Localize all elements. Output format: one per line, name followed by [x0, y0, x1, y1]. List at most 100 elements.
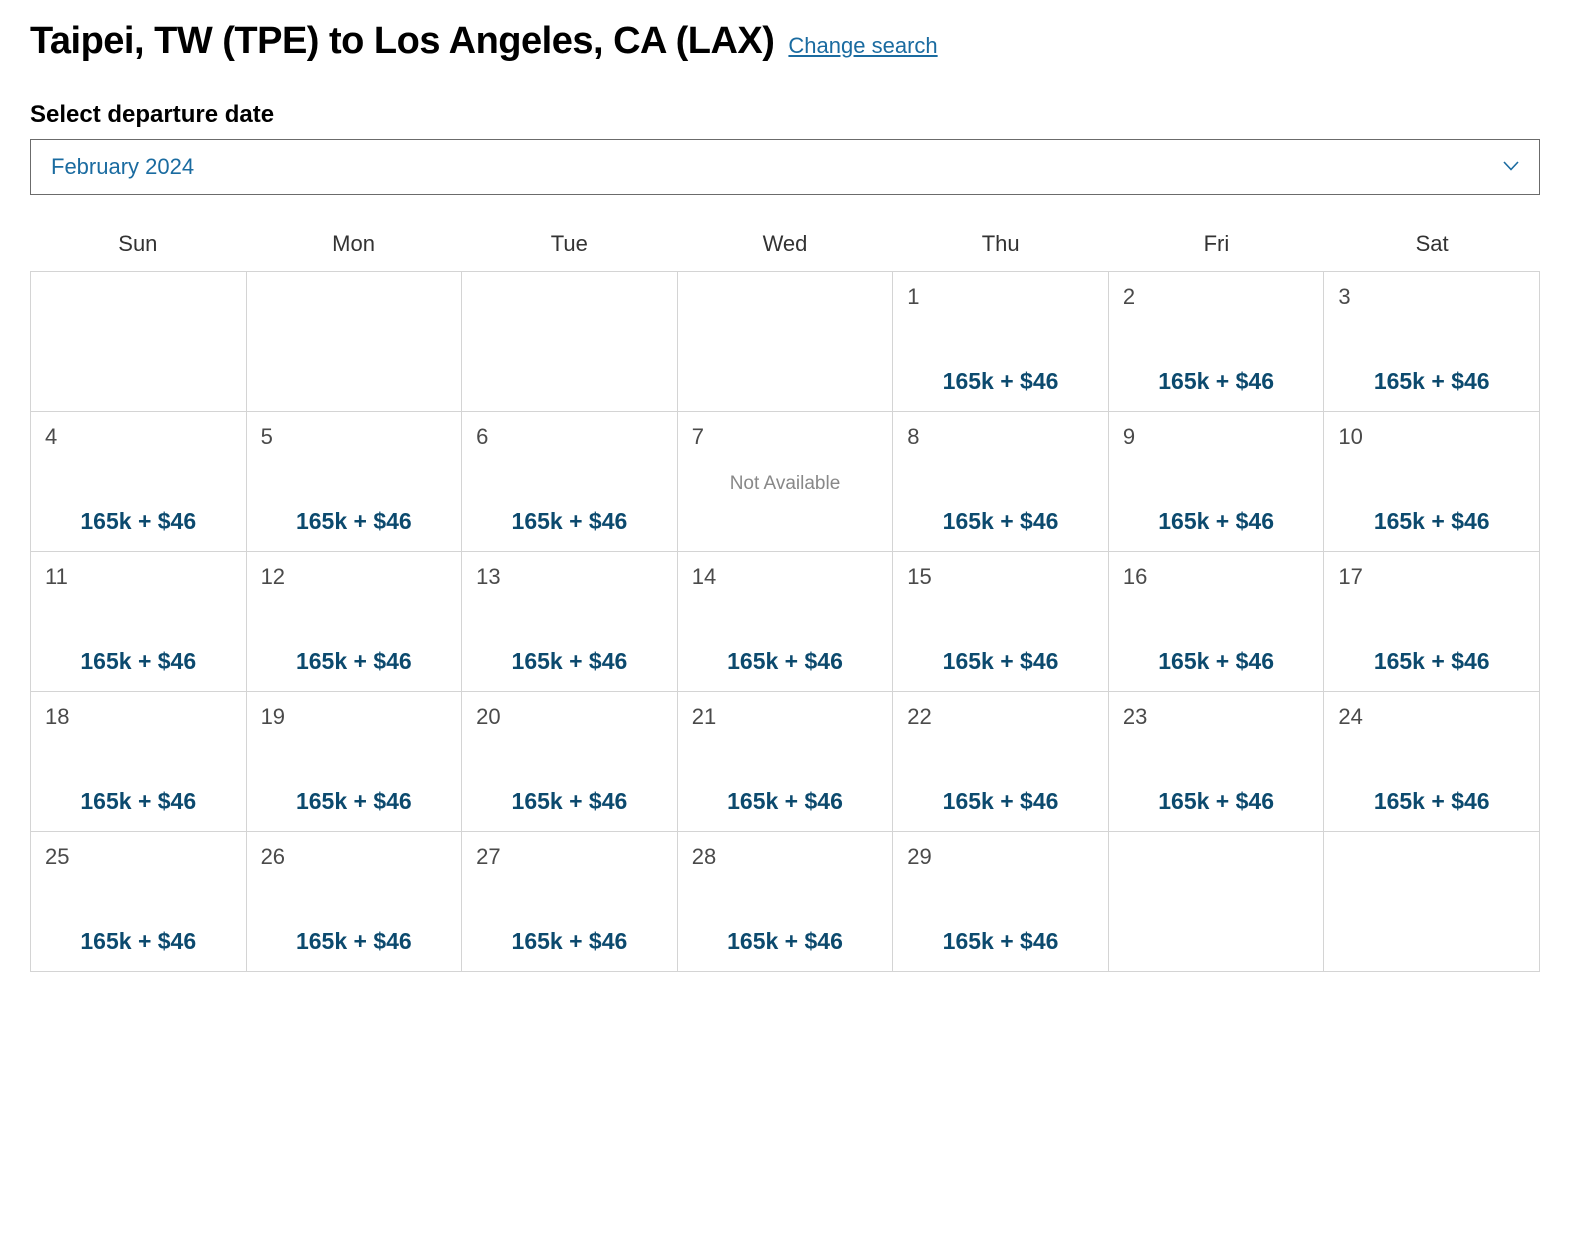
calendar-cell-price: 165k + $46	[45, 788, 232, 819]
calendar-cell-price: 165k + $46	[45, 928, 232, 959]
calendar-day-headers: SunMonTueWedThuFriSat	[30, 225, 1540, 263]
calendar-cell-price: 165k + $46	[261, 648, 448, 679]
calendar-day-number: 28	[692, 844, 879, 870]
calendar-day-number: 17	[1338, 564, 1525, 590]
calendar-cell[interactable]: 14 165k + $46	[678, 552, 894, 692]
calendar-cell-price: 165k + $46	[1123, 508, 1310, 539]
change-search-link[interactable]: Change search	[788, 33, 937, 59]
calendar-cell[interactable]: 21165k + $46	[678, 692, 894, 832]
calendar-cell[interactable]: 5 165k + $46	[247, 412, 463, 552]
calendar-cell-empty	[1324, 832, 1540, 972]
calendar-day-header: Mon	[246, 225, 462, 263]
calendar-day-header: Sat	[1324, 225, 1540, 263]
route-title: Taipei, TW (TPE) to Los Angeles, CA (LAX…	[30, 20, 774, 63]
calendar-cell-price: 165k + $46	[476, 648, 663, 679]
month-select-value: February 2024	[51, 154, 194, 180]
calendar-cell-not-available: Not Available	[678, 473, 893, 495]
calendar-cell[interactable]: 10 165k + $46	[1324, 412, 1540, 552]
calendar-cell[interactable]: 3 165k + $46	[1324, 272, 1540, 412]
calendar-day-number: 16	[1123, 564, 1310, 590]
calendar-cell-price: 165k + $46	[261, 508, 448, 539]
calendar-day-number: 18	[45, 704, 232, 730]
calendar-cell[interactable]: 29165k + $46	[893, 832, 1109, 972]
calendar-day-number: 4	[45, 424, 232, 450]
calendar-cell-price: 165k + $46	[45, 648, 232, 679]
departure-calendar: SunMonTueWedThuFriSat 1165k + $46 2 165k +…	[30, 225, 1540, 972]
calendar-cell-price: 165k + $46	[692, 788, 879, 819]
calendar-day-number: 11	[45, 564, 232, 590]
calendar-cell[interactable]: 17 165k + $46	[1324, 552, 1540, 692]
calendar-day-number: 2	[1123, 284, 1310, 310]
calendar-cell-price: 165k + $46	[907, 788, 1094, 819]
calendar-cell-empty	[247, 272, 463, 412]
calendar-day-number: 9	[1123, 424, 1310, 450]
calendar-cell[interactable]: 16 165k + $46	[1109, 552, 1325, 692]
calendar-day-header: Fri	[1109, 225, 1325, 263]
calendar-cell-price: 165k + $46	[1338, 508, 1525, 539]
calendar-day-number: 7	[692, 424, 879, 450]
calendar-cell-price: 165k + $46	[476, 508, 663, 539]
calendar-cell[interactable]: 26 165k + $46	[247, 832, 463, 972]
calendar-cell[interactable]: 27165k + $46	[462, 832, 678, 972]
chevron-down-icon	[1503, 158, 1519, 176]
calendar-cell-price: 165k + $46	[1338, 368, 1525, 399]
calendar-cell[interactable]: 6 165k + $46	[462, 412, 678, 552]
month-select[interactable]: February 2024	[30, 139, 1540, 195]
calendar-cell[interactable]: 20 165k + $46	[462, 692, 678, 832]
calendar-cell-price: 165k + $46	[907, 648, 1094, 679]
calendar-cell-price: 165k + $46	[261, 928, 448, 959]
calendar-cell[interactable]: 23 165k + $46	[1109, 692, 1325, 832]
calendar-cell[interactable]: 25 165k + $46	[31, 832, 247, 972]
calendar-cell[interactable]: 15165k + $46	[893, 552, 1109, 692]
calendar-day-header: Thu	[893, 225, 1109, 263]
calendar-day-number: 5	[261, 424, 448, 450]
calendar-cell-empty	[1109, 832, 1325, 972]
calendar-cell[interactable]: 24165k + $46	[1324, 692, 1540, 832]
calendar-day-number: 26	[261, 844, 448, 870]
calendar-cell[interactable]: 9 165k + $46	[1109, 412, 1325, 552]
calendar-cell[interactable]: 4 165k + $46	[31, 412, 247, 552]
calendar-cell-price: 165k + $46	[692, 648, 879, 679]
calendar-cell[interactable]: 28165k + $46	[678, 832, 894, 972]
calendar-day-number: 3	[1338, 284, 1525, 310]
calendar-cell[interactable]: 1165k + $46	[893, 272, 1109, 412]
calendar-cell[interactable]: 18 165k + $46	[31, 692, 247, 832]
calendar-cell[interactable]: 11 165k + $46	[31, 552, 247, 692]
calendar-grid: 1165k + $46 2 165k + $46 3 165k + $46 4 165k +…	[30, 271, 1540, 972]
calendar-cell[interactable]: 12 165k + $46	[247, 552, 463, 692]
calendar-day-header: Sun	[30, 225, 246, 263]
calendar-cell-price: 165k + $46	[45, 508, 232, 539]
calendar-cell-price: 165k + $46	[1123, 648, 1310, 679]
calendar-day-number: 19	[261, 704, 448, 730]
calendar-cell-price: 165k + $46	[907, 508, 1094, 539]
calendar-day-number: 10	[1338, 424, 1525, 450]
calendar-cell[interactable]: 13 165k + $46	[462, 552, 678, 692]
calendar-cell-price: 165k + $46	[1338, 648, 1525, 679]
calendar-day-number: 14	[692, 564, 879, 590]
calendar-cell[interactable]: 19 165k + $46	[247, 692, 463, 832]
calendar-cell[interactable]: 7 Not Available	[678, 412, 894, 552]
calendar-cell-price: 165k + $46	[907, 368, 1094, 399]
calendar-cell[interactable]: 8 165k + $46	[893, 412, 1109, 552]
calendar-cell-price: 165k + $46	[1123, 368, 1310, 399]
route-header: Taipei, TW (TPE) to Los Angeles, CA (LAX…	[30, 20, 1540, 63]
calendar-day-number: 20	[476, 704, 663, 730]
calendar-day-number: 6	[476, 424, 663, 450]
calendar-day-number: 29	[907, 844, 1094, 870]
calendar-cell-price: 165k + $46	[1123, 788, 1310, 819]
select-departure-label: Select departure date	[30, 101, 1540, 129]
calendar-cell-price: 165k + $46	[261, 788, 448, 819]
calendar-day-number: 12	[261, 564, 448, 590]
calendar-day-number: 25	[45, 844, 232, 870]
calendar-cell[interactable]: 22 165k + $46	[893, 692, 1109, 832]
calendar-day-header: Wed	[677, 225, 893, 263]
calendar-cell[interactable]: 2 165k + $46	[1109, 272, 1325, 412]
calendar-cell-empty	[31, 272, 247, 412]
calendar-day-number: 22	[907, 704, 1094, 730]
calendar-cell-empty	[678, 272, 894, 412]
calendar-day-number: 8	[907, 424, 1094, 450]
calendar-cell-price: 165k + $46	[476, 788, 663, 819]
calendar-day-number: 13	[476, 564, 663, 590]
calendar-day-number: 23	[1123, 704, 1310, 730]
calendar-day-number: 27	[476, 844, 663, 870]
